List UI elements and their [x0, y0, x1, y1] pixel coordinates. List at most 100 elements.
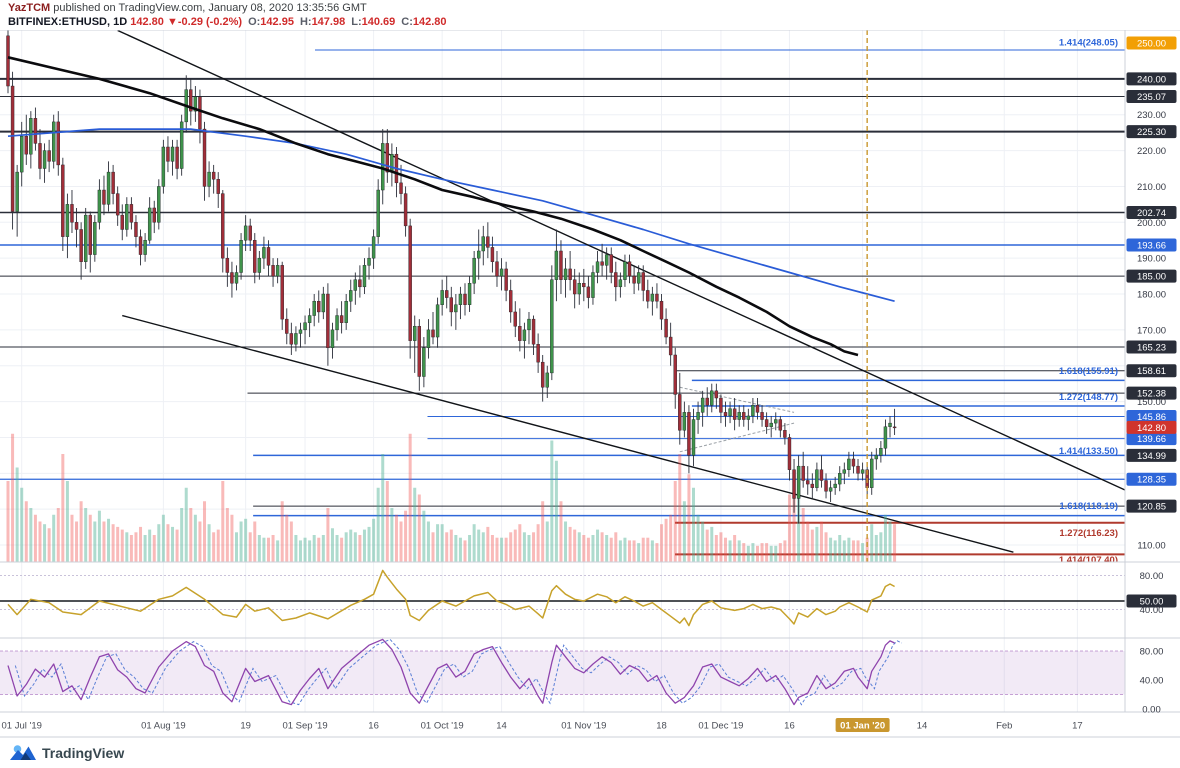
highlighted-date-chip[interactable]	[835, 718, 890, 732]
tradingview-logo-icon[interactable]	[10, 743, 36, 763]
svg-text:18: 18	[656, 721, 667, 732]
close-label: C:	[401, 16, 413, 28]
horizontal-level-lines	[0, 49, 1125, 556]
svg-text:40.00: 40.00	[1140, 676, 1164, 687]
svg-text:Feb: Feb	[996, 721, 1012, 732]
svg-text:80.00: 80.00	[1140, 647, 1164, 658]
svg-text:190.00: 190.00	[1137, 254, 1166, 265]
rsi-pane[interactable]	[0, 569, 1125, 627]
svg-text:1.272(116.23): 1.272(116.23)	[1059, 528, 1118, 539]
trendlines	[117, 30, 1125, 553]
high-label: H:	[299, 16, 312, 28]
price-label-chip[interactable]	[1126, 205, 1177, 219]
price-label-chip[interactable]	[1126, 386, 1177, 400]
price-label-chip[interactable]	[1126, 36, 1177, 50]
price-label-chip[interactable]	[1126, 409, 1177, 423]
svg-text:142.80: 142.80	[1137, 423, 1166, 434]
svg-text:16: 16	[368, 721, 379, 732]
price-change: -0.29 (-0.2%)	[177, 16, 243, 28]
symbol-label: BITFINEX:ETHUSD, 1D	[8, 16, 128, 28]
svg-text:165.23: 165.23	[1137, 342, 1166, 353]
svg-text:01 Sep '19: 01 Sep '19	[282, 721, 327, 732]
svg-text:139.66: 139.66	[1137, 434, 1166, 445]
price-label-chip[interactable]	[1126, 125, 1177, 139]
price-label-chip[interactable]	[1126, 420, 1177, 434]
svg-text:14: 14	[496, 721, 507, 732]
svg-text:240.00: 240.00	[1137, 74, 1166, 85]
svg-text:1.414(133.50): 1.414(133.50)	[1059, 446, 1118, 457]
symbol-line: BITFINEX:ETHUSD, 1D 142.80 ▼-0.29 (-0.2%…	[8, 16, 447, 28]
fib-extension-labels: 1.414(248.05) 1.618(155.91) 1.272(148.77) 1…	[1059, 38, 1118, 566]
svg-text:80.00: 80.00	[1140, 571, 1164, 582]
svg-text:1.272(148.77): 1.272(148.77)	[1059, 392, 1118, 403]
svg-text:230.00: 230.00	[1137, 110, 1166, 121]
svg-text:1.618(155.91): 1.618(155.91)	[1059, 366, 1118, 377]
svg-text:01 Jul '19: 01 Jul '19	[2, 721, 42, 732]
svg-text:1.414(248.05): 1.414(248.05)	[1059, 38, 1118, 49]
svg-text:16: 16	[784, 721, 795, 732]
price-label-chip[interactable]	[1126, 340, 1177, 354]
time-axis[interactable]: 01 Jul '19 01 Aug '19 19 01 Sep '19 16 01 Oct…	[2, 718, 1083, 732]
volume-bars	[6, 433, 897, 562]
price-label-chip[interactable]	[1126, 432, 1177, 446]
price-label-chip[interactable]	[1126, 448, 1177, 462]
candlestick-series	[6, 30, 897, 524]
svg-text:1.414(107.40): 1.414(107.40)	[1059, 555, 1118, 566]
close-value: 142.80	[412, 16, 447, 28]
svg-text:152.38: 152.38	[1137, 389, 1166, 400]
svg-text:128.35: 128.35	[1137, 475, 1166, 486]
svg-text:220.00: 220.00	[1137, 146, 1166, 157]
svg-text:150.00: 150.00	[1137, 397, 1166, 408]
price-label-chip[interactable]	[1126, 72, 1177, 86]
down-arrow-icon: ▼	[166, 16, 178, 28]
price-label-chip[interactable]	[1126, 594, 1177, 608]
high-value: 147.98	[311, 16, 346, 28]
svg-text:01 Jan '20: 01 Jan '20	[840, 721, 885, 732]
stochastic-pane[interactable]	[0, 638, 1125, 706]
rsi-line	[7, 569, 895, 627]
svg-text:110.00: 110.00	[1137, 541, 1165, 552]
svg-text:120.85: 120.85	[1137, 502, 1166, 513]
main-price-pane[interactable]: 1.414(248.05) 1.618(155.91) 1.272(148.77) 1…	[0, 25, 1128, 566]
publication-line: YazTCM published on TradingView.com, Jan…	[8, 2, 367, 14]
price-chart-svg[interactable]: 1.414(248.05) 1.618(155.91) 1.272(148.77) 1…	[0, 0, 1180, 738]
svg-text:17: 17	[1072, 721, 1083, 732]
last-price: 142.80	[130, 16, 164, 28]
svg-text:14: 14	[917, 721, 928, 732]
svg-text:145.86: 145.86	[1137, 412, 1166, 423]
price-label-chip[interactable]	[1126, 90, 1177, 104]
svg-text:134.99: 134.99	[1137, 451, 1166, 462]
price-label-chip[interactable]	[1126, 472, 1177, 486]
svg-text:185.00: 185.00	[1137, 272, 1166, 283]
svg-text:0.00: 0.00	[1142, 705, 1161, 716]
price-label-chip[interactable]	[1126, 269, 1177, 283]
tradingview-wordmark[interactable]: TradingView	[42, 745, 125, 761]
chart-canvas[interactable]: 1.414(248.05) 1.618(155.91) 1.272(148.77) 1…	[0, 0, 1180, 738]
svg-text:202.74: 202.74	[1137, 208, 1166, 219]
stoch-band	[0, 651, 1125, 695]
price-label-chip[interactable]	[1126, 364, 1177, 378]
svg-text:1.618(118.19): 1.618(118.19)	[1059, 501, 1118, 512]
price-axis[interactable]: 230.00 220.00 210.00 200.00 190.00 180.00 170.…	[1126, 36, 1177, 716]
svg-text:200.00: 200.00	[1137, 218, 1166, 229]
pane-separators	[0, 29, 1180, 738]
author-name: YazTCM	[8, 2, 51, 14]
publication-info: published on TradingView.com, January 08…	[50, 2, 367, 14]
svg-text:210.00: 210.00	[1137, 182, 1166, 193]
svg-text:50.00: 50.00	[1140, 597, 1164, 608]
moving-average-fast	[7, 56, 859, 357]
svg-text:250.00: 250.00	[1137, 39, 1166, 50]
stoch-d-line	[14, 638, 903, 706]
svg-text:01 Dec '19: 01 Dec '19	[698, 721, 743, 732]
svg-text:158.61: 158.61	[1137, 366, 1166, 377]
price-label-chip[interactable]	[1126, 238, 1177, 252]
svg-text:40.00: 40.00	[1140, 605, 1164, 616]
price-label-chip[interactable]	[1126, 499, 1177, 513]
svg-text:170.00: 170.00	[1137, 325, 1166, 336]
svg-text:180.00: 180.00	[1137, 290, 1166, 301]
low-label: L:	[351, 16, 362, 28]
open-label: O:	[248, 16, 261, 28]
moving-average-slow	[7, 128, 895, 303]
stoch-k-line	[7, 638, 895, 706]
